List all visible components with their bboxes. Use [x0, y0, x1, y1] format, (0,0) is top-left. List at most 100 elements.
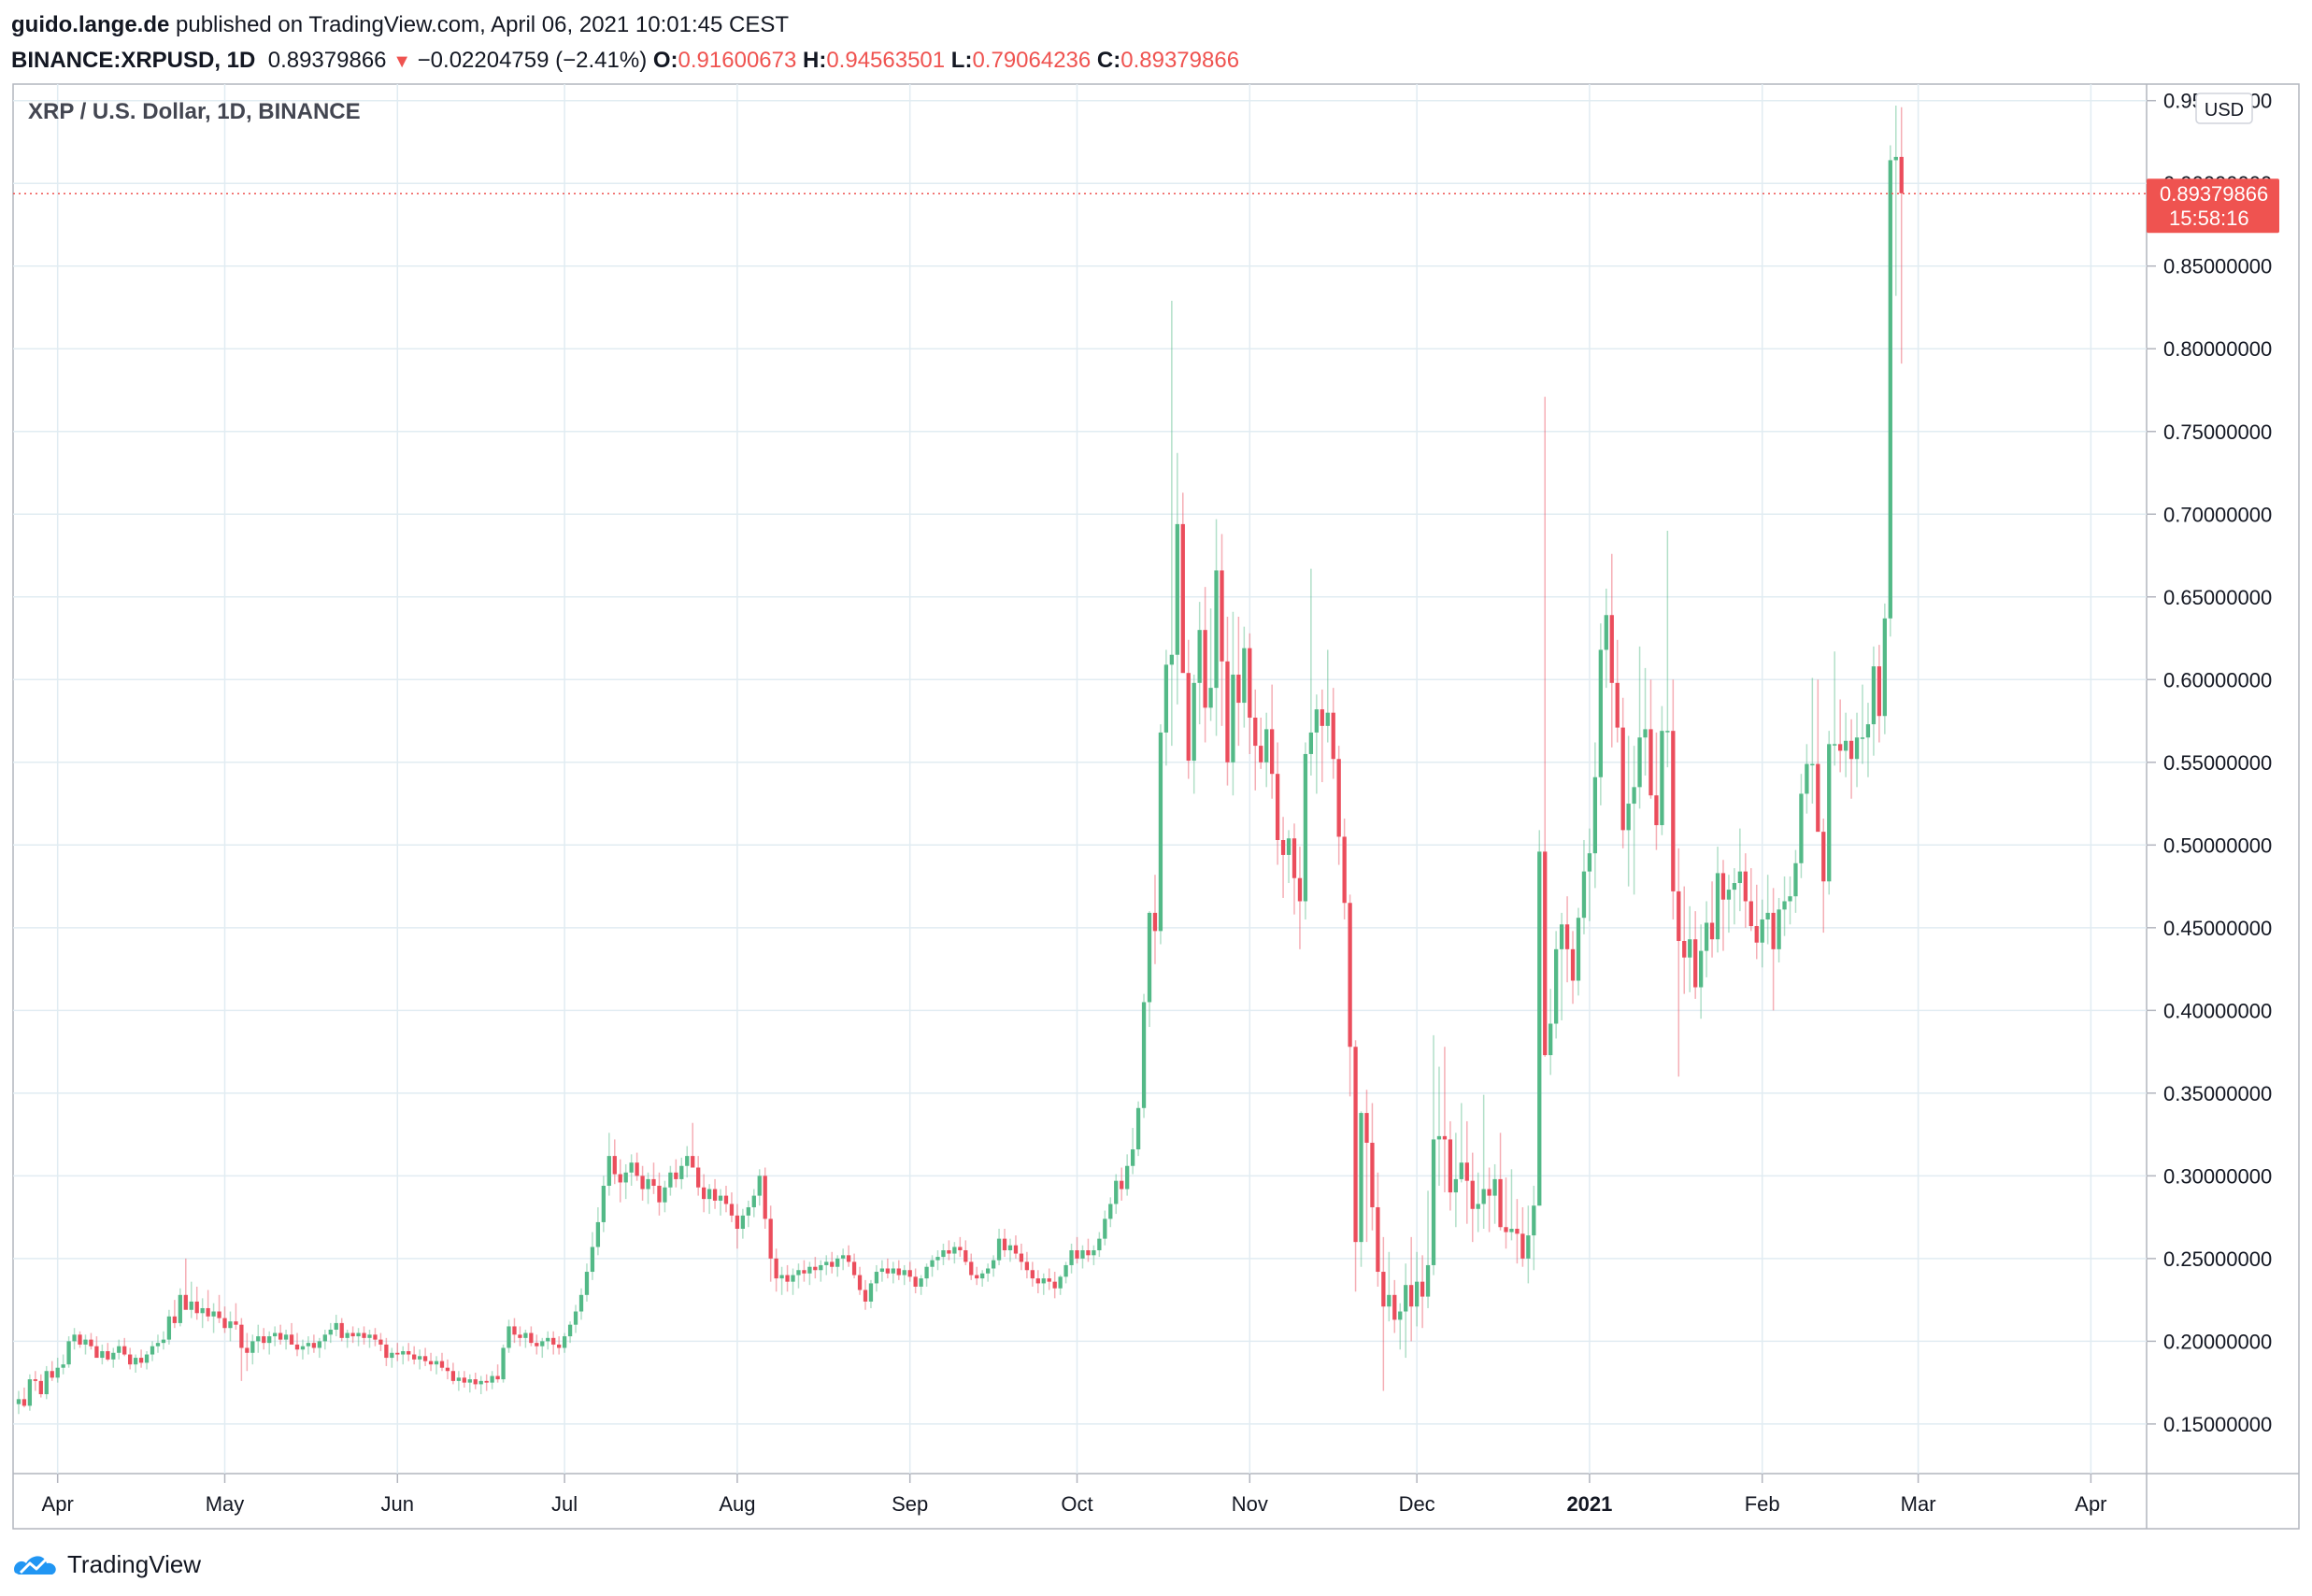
candle-body — [657, 1185, 662, 1203]
candle-body — [473, 1379, 478, 1385]
y-tick-label: 0.70000000 — [2163, 503, 2272, 526]
candle-body — [16, 1399, 21, 1404]
candle-body — [679, 1165, 684, 1179]
candle-body — [217, 1311, 221, 1318]
y-tick-label: 0.55000000 — [2163, 751, 2272, 775]
candle-body — [434, 1361, 439, 1365]
candle-body — [422, 1356, 428, 1361]
candle-body — [1214, 570, 1219, 689]
candle-body — [551, 1337, 556, 1345]
candle-body — [629, 1162, 634, 1173]
symbol-label: BINANCE:XRPUSD, 1D — [11, 48, 256, 73]
candle-body — [1163, 664, 1169, 733]
candle-body — [751, 1195, 756, 1207]
candle-body — [1464, 1162, 1469, 1181]
candle-body — [1782, 901, 1787, 910]
candle-body — [1259, 746, 1263, 762]
candle-body — [1041, 1278, 1046, 1284]
candle-body — [757, 1176, 762, 1196]
candle-body — [1816, 763, 1820, 833]
y-tick-label: 0.60000000 — [2163, 668, 2272, 691]
candle-body — [1431, 1139, 1436, 1265]
candle-body — [1035, 1278, 1040, 1284]
candle-body — [1308, 732, 1314, 754]
candle-body — [362, 1332, 366, 1338]
candle-body — [1564, 924, 1570, 949]
candle-body — [735, 1215, 740, 1230]
candle-body — [1130, 1149, 1135, 1166]
candle-body — [33, 1379, 37, 1381]
candle-body — [428, 1361, 434, 1365]
candle-body — [529, 1332, 534, 1344]
candle-body — [256, 1336, 261, 1342]
candle-body — [1893, 156, 1898, 161]
candle-body — [1342, 836, 1347, 904]
candle-body — [172, 1316, 178, 1323]
candle-body — [94, 1346, 99, 1359]
candle-body — [1197, 630, 1202, 683]
candle-body — [1359, 1113, 1363, 1243]
candle-body — [439, 1361, 445, 1368]
candle-body — [824, 1261, 829, 1265]
candle-body — [1771, 912, 1776, 949]
candle-body — [106, 1351, 110, 1360]
candle-body — [1665, 731, 1670, 733]
candle-body — [868, 1283, 874, 1302]
candle-body — [1320, 709, 1324, 726]
candle-body — [595, 1221, 601, 1247]
candle-body — [1559, 924, 1564, 949]
candle-body — [1092, 1250, 1096, 1256]
candle-body — [122, 1346, 127, 1355]
author-name[interactable]: guido.lange.de — [11, 12, 170, 37]
tradingview-logo-icon[interactable] — [11, 1550, 60, 1578]
candle-body — [729, 1204, 735, 1216]
candle-body — [1671, 731, 1676, 891]
candle-body — [178, 1294, 182, 1323]
candle-body — [273, 1332, 278, 1337]
candle-body — [501, 1347, 506, 1380]
candle-body — [21, 1399, 27, 1406]
candle-body — [83, 1339, 88, 1345]
x-tick-label: Sep — [892, 1492, 928, 1516]
candle-body — [846, 1255, 851, 1262]
candle-body — [1882, 618, 1887, 717]
y-tick-label: 0.15000000 — [2163, 1413, 2272, 1436]
candle-body — [417, 1356, 422, 1360]
candle-body — [584, 1272, 590, 1295]
candle-body — [1080, 1250, 1085, 1259]
candle-body — [1805, 763, 1809, 794]
currency-button[interactable] — [2195, 93, 2253, 124]
candle-body — [819, 1264, 823, 1271]
candle-body — [562, 1336, 567, 1348]
candle-body — [863, 1290, 868, 1302]
tradingview-brand[interactable]: TradingView — [67, 1549, 202, 1578]
candle-body — [1515, 1229, 1520, 1234]
candle-body — [300, 1346, 306, 1350]
candle-body — [1704, 922, 1709, 951]
footer: TradingView — [11, 1544, 201, 1585]
candle-body — [1654, 795, 1659, 826]
candle-body — [1141, 1002, 1147, 1108]
candle-body — [1660, 731, 1664, 826]
chart-header: guido.lange.de published on TradingView.… — [11, 7, 2291, 78]
candle-body — [222, 1318, 227, 1329]
candle-body — [1325, 712, 1330, 726]
candle-body — [1693, 939, 1698, 988]
candle-body — [1793, 862, 1798, 897]
ohlc-line: BINANCE:XRPUSD, 1D 0.89379866 ▼ −0.02204… — [11, 43, 2291, 78]
candle-body — [1682, 940, 1687, 958]
candle-body — [1865, 724, 1871, 738]
candle-body — [1135, 1107, 1141, 1150]
candle-body — [1225, 661, 1230, 762]
candle-body — [445, 1367, 450, 1372]
candle-body — [779, 1275, 784, 1279]
candle-body — [980, 1273, 985, 1279]
candle-body — [701, 1187, 706, 1200]
candle-body — [407, 1351, 411, 1355]
candle-body — [1833, 744, 1837, 746]
candle-body — [211, 1311, 216, 1317]
candle-body — [1838, 744, 1843, 751]
candle-body — [651, 1178, 656, 1186]
candle-body — [38, 1380, 43, 1395]
